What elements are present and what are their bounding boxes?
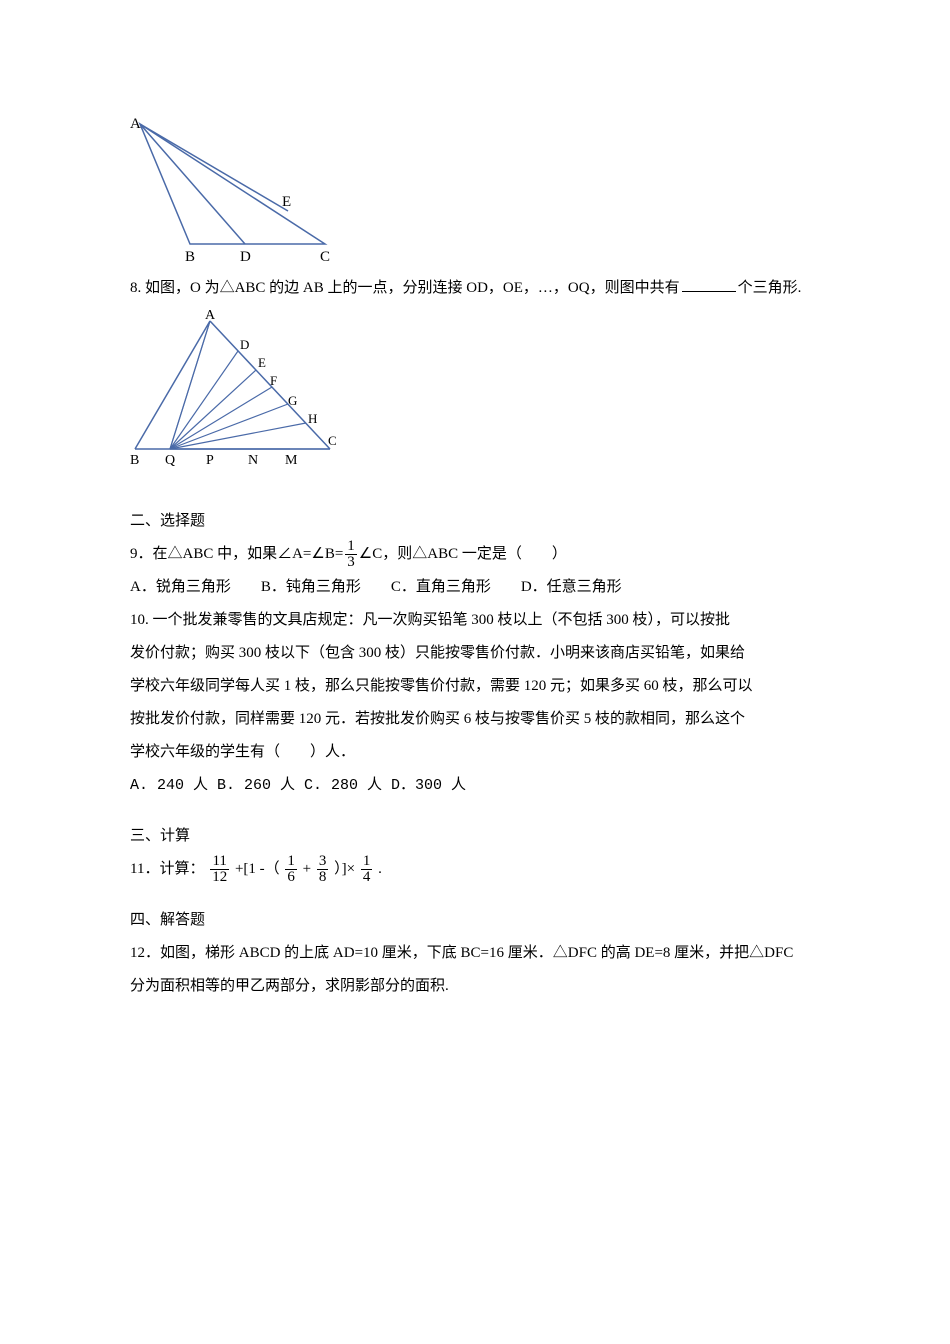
q11-f1-den: 12 xyxy=(210,870,229,885)
fig2-P: P xyxy=(206,453,214,468)
q9-frac-den: 3 xyxy=(345,555,357,570)
q11-label: 11．计算： xyxy=(130,861,204,877)
q11-f2: 16 xyxy=(285,854,297,885)
q11-f3-num: 3 xyxy=(317,854,329,870)
q10-l1: 10. 一个批发兼零售的文具店规定：凡一次购买铅笔 300 枝以上（不包括 30… xyxy=(130,604,822,637)
fig1-label-A: A xyxy=(130,116,141,132)
fig1-label-B: B xyxy=(185,249,195,264)
fig2-G: G xyxy=(288,393,297,408)
fig1-label-D: D xyxy=(240,249,251,264)
q8-stem: 8. 如图，O 为△ABC 的边 AB 上的一点，分别连接 OD，OE，…，OQ… xyxy=(130,272,822,305)
q9-frac: 13 xyxy=(345,539,357,570)
q9-pre: 9．在△ABC 中，如果∠A=∠B= xyxy=(130,546,343,562)
q12-l1: 12．如图，梯形 ABCD 的上底 AD=10 厘米，下底 BC=16 厘米．△… xyxy=(130,937,822,970)
fig1-label-E: E xyxy=(282,194,291,210)
q11-f1: 1112 xyxy=(210,854,229,885)
q11-f4-den: 4 xyxy=(361,870,373,885)
q12-l2: 分为面积相等的甲乙两部分，求阴影部分的面积. xyxy=(130,970,822,1003)
figure-triangle-abc-de: A E B D C xyxy=(130,114,822,264)
fig2-M: M xyxy=(285,453,298,468)
q10-l2: 发价付款；购买 300 枝以下（包含 300 枝）只能按零售价付款．小明来该商店… xyxy=(130,637,822,670)
q11-f3-den: 8 xyxy=(317,870,329,885)
q10-l4: 按批发价付款，同样需要 120 元．若按批发价购买 6 枝与按零售价买 5 枝的… xyxy=(130,703,822,736)
q9-frac-num: 1 xyxy=(345,539,357,555)
q8-blank xyxy=(682,277,736,292)
q11-f2-den: 6 xyxy=(285,870,297,885)
q11-f4: 14 xyxy=(361,854,373,885)
q11-f3: 38 xyxy=(317,854,329,885)
q10-l3: 学校六年级同学每人买 1 枝，那么只能按零售价付款，需要 120 元；如果多买 … xyxy=(130,670,822,703)
q11-f2-num: 1 xyxy=(285,854,297,870)
q9-post: ∠C，则△ABC 一定是（ ） xyxy=(359,546,567,562)
q8-post: 个三角形. xyxy=(738,280,802,296)
q9-stem: 9．在△ABC 中，如果∠A=∠B=13∠C，则△ABC 一定是（ ） xyxy=(130,538,822,571)
fig2-B: B xyxy=(130,453,139,468)
q11-mid1: +[1 -（ xyxy=(235,861,280,877)
q11-f4-num: 1 xyxy=(361,854,373,870)
q11-end: . xyxy=(378,861,382,877)
fig2-A: A xyxy=(205,309,216,323)
fig1-label-C: C xyxy=(320,249,330,264)
section4-heading: 四、解答题 xyxy=(130,904,822,937)
q11-plus: + xyxy=(303,861,311,877)
fig2-F: F xyxy=(270,373,277,388)
section2-heading: 二、选择题 xyxy=(130,505,822,538)
figure-fan-triangles: A D E F G H C B Q P N M xyxy=(130,309,822,469)
fig2-E: E xyxy=(258,355,266,370)
q11-f1-num: 11 xyxy=(210,854,229,870)
q11-mid2: ）]× xyxy=(334,861,355,877)
fig2-Q: Q xyxy=(165,453,175,468)
q8-pre: 8. 如图，O 为△ABC 的边 AB 上的一点，分别连接 OD，OE，…，OQ… xyxy=(130,280,680,296)
q10-options: A. 240 人 B. 260 人 C. 280 人 D．300 人 xyxy=(130,769,822,802)
fig2-D: D xyxy=(240,337,249,352)
fig2-C: C xyxy=(328,433,337,448)
q10-l5: 学校六年级的学生有（ ）人． xyxy=(130,736,822,769)
fig2-H: H xyxy=(308,411,317,426)
section3-heading: 三、计算 xyxy=(130,820,822,853)
fig2-N: N xyxy=(248,453,258,468)
q9-options: A．锐角三角形 B．钝角三角形 C．直角三角形 D．任意三角形 xyxy=(130,571,822,604)
q11: 11．计算： 1112 +[1 -（ 16 + 38 ）]× 14 . xyxy=(130,853,822,886)
